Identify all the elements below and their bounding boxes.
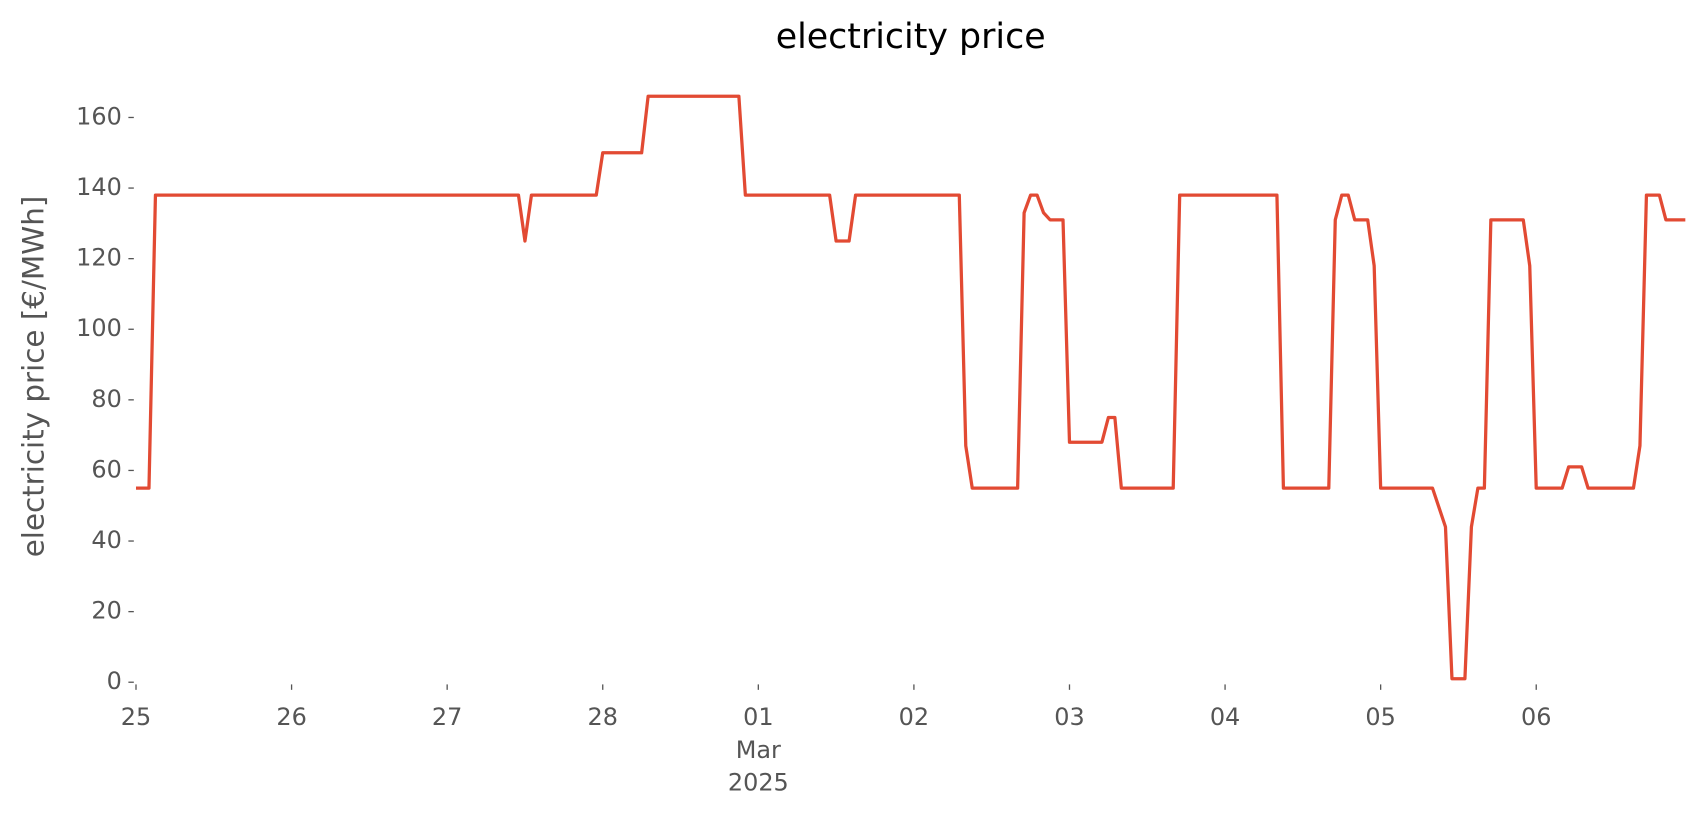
x-tick-label: 27 — [432, 703, 462, 731]
y-tick-label: 100 — [76, 314, 122, 342]
price-line — [136, 94, 1686, 681]
x-tick-label: 01 — [743, 703, 773, 731]
x-tick-label: 02 — [899, 703, 929, 731]
x-tick-label: 28 — [588, 703, 618, 731]
y-tick-label: 40 — [91, 526, 121, 554]
x-tick-label: 04 — [1210, 703, 1240, 731]
x-tick-label: 06 — [1521, 703, 1551, 731]
y-tick-label: 80 — [91, 385, 121, 413]
x-tick-label: 2025 — [728, 768, 789, 796]
y-axis-label: electricity price [€/MWh] — [16, 196, 50, 558]
chart-title: electricity price — [776, 17, 1046, 57]
y-tick-label: 120 — [76, 244, 122, 272]
y-tick-label: 160 — [76, 102, 122, 130]
y-tick-label: 60 — [91, 455, 121, 483]
x-tick-label: 03 — [1054, 703, 1084, 731]
y-tick-label: 140 — [76, 173, 122, 201]
x-tick-label: 26 — [276, 703, 306, 731]
x-tick-label: Mar — [736, 736, 781, 764]
y-tick-label: 20 — [91, 597, 121, 625]
y-tick-label: 0 — [107, 667, 122, 695]
x-tick-label: 05 — [1365, 703, 1395, 731]
x-tick-label: 25 — [121, 703, 151, 731]
